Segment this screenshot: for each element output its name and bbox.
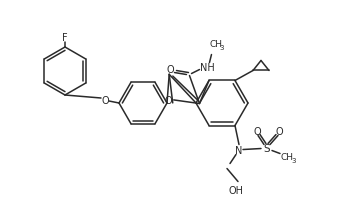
Text: OH: OH	[229, 185, 244, 196]
Text: O: O	[101, 96, 109, 106]
Text: O: O	[275, 127, 283, 137]
Text: CH: CH	[281, 153, 294, 162]
Text: F: F	[62, 33, 68, 43]
Text: O: O	[165, 96, 173, 106]
Text: S: S	[264, 143, 270, 154]
Text: N: N	[235, 146, 243, 156]
Text: CH: CH	[210, 40, 223, 49]
Text: NH: NH	[200, 62, 215, 73]
Text: O: O	[253, 127, 261, 137]
Text: 3: 3	[291, 158, 295, 164]
Text: 3: 3	[219, 45, 224, 50]
Text: O: O	[167, 65, 174, 74]
